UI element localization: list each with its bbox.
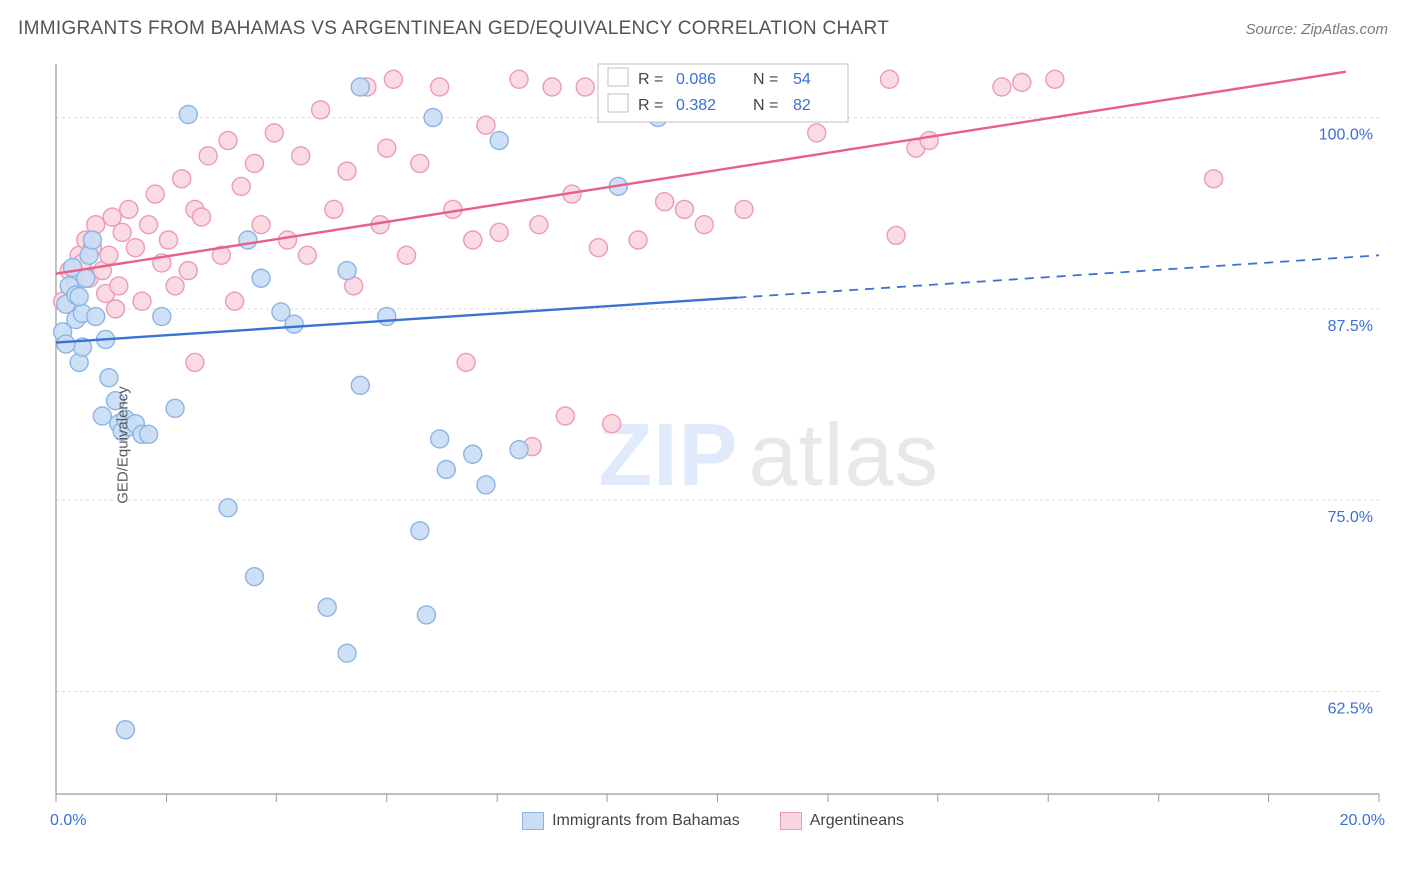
page-title: IMMIGRANTS FROM BAHAMAS VS ARGENTINEAN G… (18, 18, 889, 40)
legend-label: Immigrants from Bahamas (552, 812, 740, 830)
svg-text:atlas: atlas (748, 405, 939, 504)
legend-swatch-icon (522, 812, 544, 830)
scatter-plot: GED/Equivalency 62.5%75.0%87.5%100.0%ZIP… (50, 60, 1385, 830)
x-axis-row: 0.0% Immigrants from Bahamas Argentinean… (50, 806, 1385, 836)
x-axis-min: 0.0% (50, 812, 86, 830)
correlation-stats-box: R = 0.086 N = 54 R = 0.382 N = 82 (598, 64, 848, 122)
svg-text:R =: R = (638, 97, 663, 114)
legend-label: Argentineans (810, 812, 904, 830)
svg-text:62.5%: 62.5% (1328, 700, 1373, 717)
series-argentineans (54, 70, 1223, 455)
svg-text:0.382: 0.382 (676, 97, 716, 114)
legend-item-bahamas: Immigrants from Bahamas (522, 812, 740, 830)
svg-text:54: 54 (793, 71, 811, 88)
chart-canvas: 62.5%75.0%87.5%100.0%ZIPatlasR =0.086N =… (50, 60, 1385, 830)
svg-text:100.0%: 100.0% (1319, 127, 1373, 144)
svg-text:R =: R = (638, 71, 663, 88)
y-axis-label: GED/Equivalency (114, 386, 131, 504)
svg-text:N =: N = (753, 71, 778, 88)
legend-bottom: Immigrants from Bahamas Argentineans (522, 812, 904, 830)
svg-text:75.0%: 75.0% (1328, 509, 1373, 526)
svg-text:87.5%: 87.5% (1328, 318, 1373, 335)
svg-text:0.086: 0.086 (676, 71, 716, 88)
source-attribution: Source: ZipAtlas.com (1245, 21, 1388, 38)
x-axis-max: 20.0% (1340, 812, 1385, 830)
legend-swatch-icon (780, 812, 802, 830)
svg-text:N =: N = (753, 97, 778, 114)
svg-text:82: 82 (793, 97, 811, 114)
legend-item-argentineans: Argentineans (780, 812, 904, 830)
